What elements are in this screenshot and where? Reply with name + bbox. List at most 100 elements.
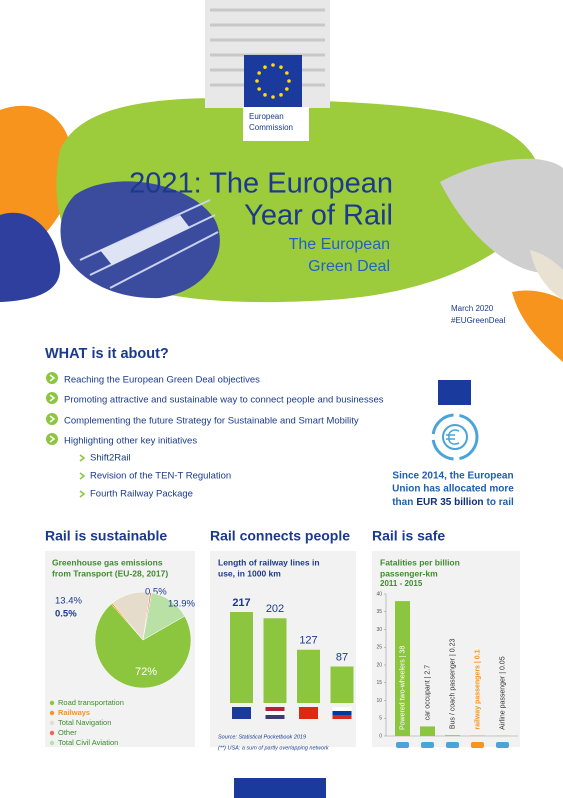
flag-icon xyxy=(299,707,318,719)
star xyxy=(255,79,259,83)
chart-subtitle: 2011 - 2015 xyxy=(380,579,423,588)
star xyxy=(263,65,267,69)
title: 2021: The European xyxy=(129,168,393,200)
about-item: Reaching the European Green Deal objecti… xyxy=(64,375,260,386)
star xyxy=(257,87,261,91)
y-tick-label: 25 xyxy=(376,645,382,651)
initiative-item: Fourth Railway Package xyxy=(90,489,193,500)
legend-swatch xyxy=(49,700,55,706)
y-tick-label: 10 xyxy=(376,698,382,704)
funding-text: to rail xyxy=(487,497,514,508)
subtitle: The European xyxy=(289,236,390,253)
gray-shape xyxy=(440,158,563,274)
section-heading: Rail connects people xyxy=(210,528,350,544)
y-tick-label: 0 xyxy=(379,733,382,739)
funding-highlight: EUR 35 billion xyxy=(416,497,483,508)
bar xyxy=(263,618,287,703)
euro-coin-icon xyxy=(442,424,468,450)
bullet-icon xyxy=(46,372,58,384)
category-icon xyxy=(421,742,434,748)
bar xyxy=(395,601,410,736)
flag-icon xyxy=(332,711,352,715)
flag-icon xyxy=(265,715,285,719)
bar-label: railway passengers | 0.1 xyxy=(474,649,481,729)
star xyxy=(287,79,291,83)
y-tick-label: 35 xyxy=(376,609,382,615)
logo-text: European xyxy=(249,112,284,121)
category-icon xyxy=(446,742,459,748)
flag-icon xyxy=(438,380,471,405)
chart-title: Length of railway lines in xyxy=(218,557,320,567)
bar-label: car occupant | 2.7 xyxy=(424,665,431,721)
bullet-chevron xyxy=(49,435,56,443)
legend-label: Railways xyxy=(58,708,90,717)
legend-label: Total Civil Aviation xyxy=(58,738,118,747)
flag-icon xyxy=(332,707,352,711)
train xyxy=(100,215,190,265)
star xyxy=(263,93,267,97)
section-heading: Rail is sustainable xyxy=(45,528,167,544)
orange-shape-right xyxy=(512,290,563,362)
y-tick-label: 5 xyxy=(379,716,382,722)
legend-label: Other xyxy=(58,728,77,737)
star xyxy=(279,93,283,97)
sub-chevron xyxy=(79,454,86,462)
funding-text: than xyxy=(392,497,413,508)
hashtag: #EUGreenDeal xyxy=(451,316,505,325)
y-tick-label: 20 xyxy=(376,662,382,668)
sub-chevron xyxy=(79,472,86,480)
legend-swatch xyxy=(49,720,55,726)
funding-text: Since 2014, the European xyxy=(392,471,513,482)
source: Source: Statistical Pocketbook 2019 xyxy=(218,734,306,740)
bullet-icon xyxy=(46,413,58,425)
bar xyxy=(330,666,354,703)
flag-icon xyxy=(265,707,285,711)
bar-label: Airline passenger | 0.05 xyxy=(499,656,506,730)
chart-title: use, in 1000 km xyxy=(218,568,281,578)
section-heading: WHAT is it about? xyxy=(45,346,169,362)
legend-swatch xyxy=(49,730,55,736)
legend-swatch xyxy=(49,740,55,746)
blue-shape xyxy=(0,212,61,302)
slice-label: 13.9% xyxy=(168,599,195,610)
y-tick-label: 40 xyxy=(376,591,382,597)
eu-flag xyxy=(244,55,302,107)
slice-label: 0.5% xyxy=(55,609,77,620)
category-icon xyxy=(396,742,409,748)
bar-value: 127 xyxy=(299,635,317,647)
footer-flag xyxy=(234,778,326,798)
chart-title: passenger-km xyxy=(380,568,438,578)
bar-value: 202 xyxy=(266,603,284,615)
y-tick-label: 15 xyxy=(376,680,382,686)
initiative-item: Shift2Rail xyxy=(90,453,131,464)
bar xyxy=(445,735,460,736)
legend-label: Road transportation xyxy=(58,698,124,707)
bullet-chevron xyxy=(49,415,56,423)
initiative-item: Revision of the TEN-T Regulation xyxy=(90,471,231,482)
y-tick-label: 30 xyxy=(376,627,382,633)
chart-title: from Transport (EU-28, 2017) xyxy=(52,568,168,578)
slice-label: 72% xyxy=(135,666,157,678)
star xyxy=(271,95,275,99)
bullet-icon xyxy=(46,392,58,404)
euro-sign xyxy=(446,429,460,445)
about-item: Complementing the future Strategy for Su… xyxy=(64,416,359,427)
star xyxy=(257,71,261,75)
category-icon xyxy=(471,742,484,748)
pie-slice xyxy=(142,592,185,641)
euro-cycle-icon xyxy=(431,413,479,461)
section-heading: Rail is safe xyxy=(372,528,445,544)
chart-title: Greenhouse gas emissions xyxy=(52,557,163,567)
bar-value: 217 xyxy=(232,597,250,609)
note: (**) USA: a sum of partly overlapping ne… xyxy=(218,745,329,751)
chart-title: Fatalities per billion xyxy=(380,557,460,567)
funding-text: than EUR 35 billion to rail xyxy=(392,497,514,508)
flag-icon xyxy=(232,707,251,719)
flag-icon xyxy=(265,711,285,715)
legend-label: Total Navigation xyxy=(58,718,111,727)
legend-swatch xyxy=(49,710,55,716)
slice-label: 0.5% xyxy=(145,587,167,598)
star xyxy=(285,71,289,75)
beige-shape xyxy=(530,250,563,300)
logo-box xyxy=(243,107,309,141)
